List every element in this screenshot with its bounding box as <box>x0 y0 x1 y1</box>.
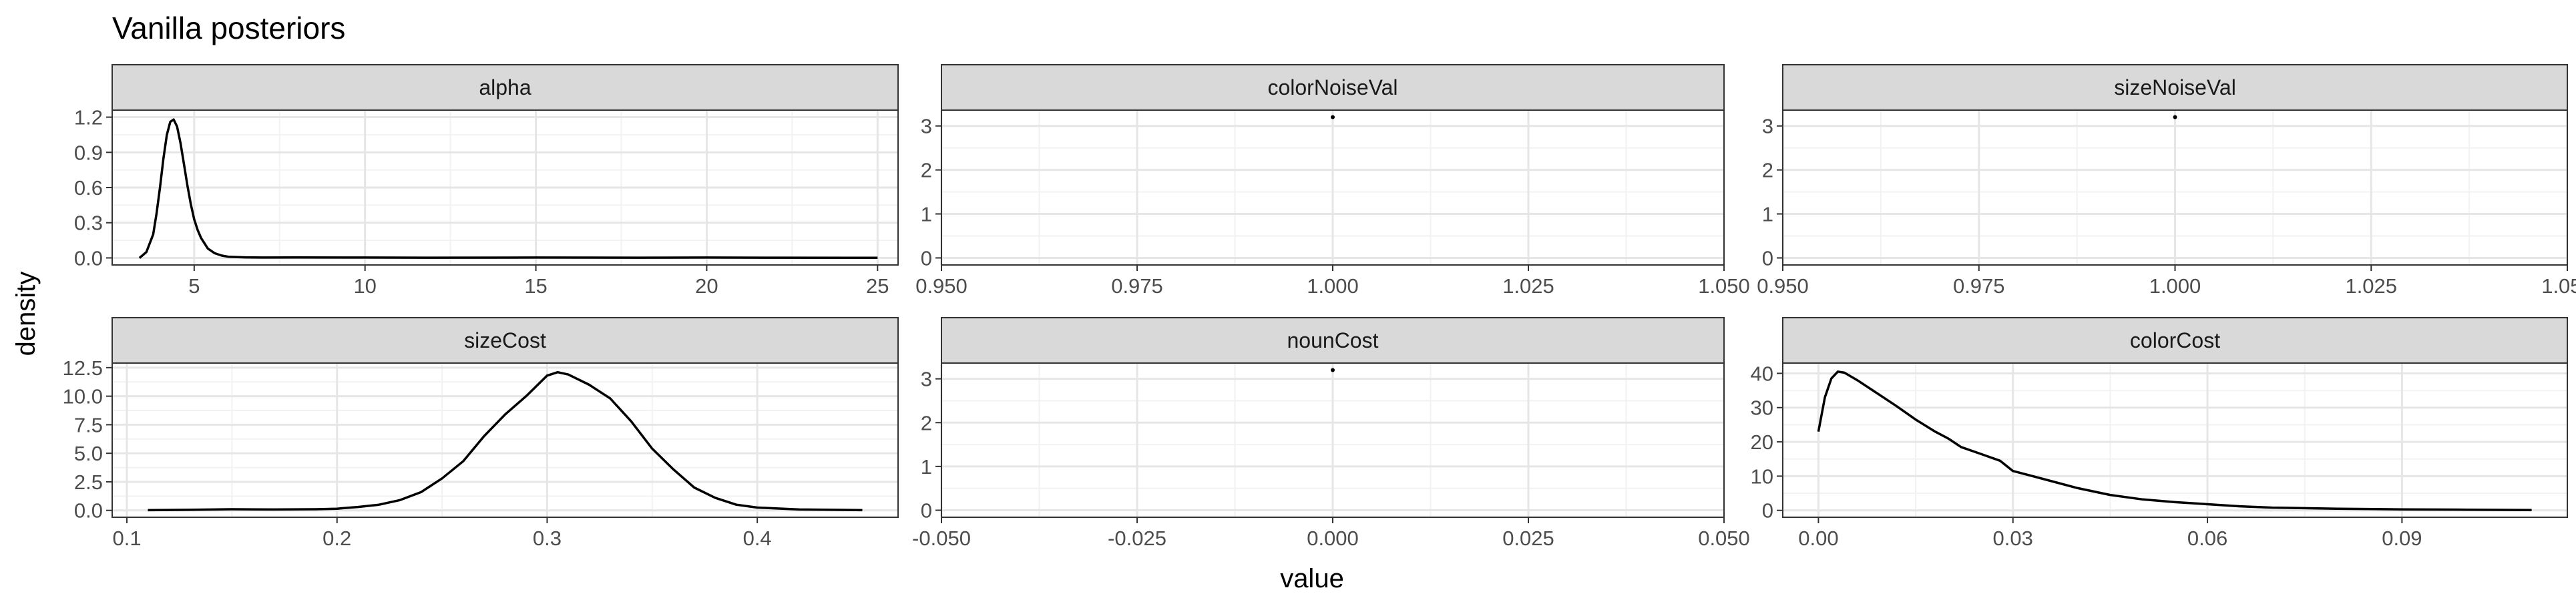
y-tick-label: 1 <box>921 455 932 479</box>
facet-strip <box>112 317 899 364</box>
y-tick-label: 0.6 <box>74 176 103 200</box>
x-tick-label: 0.00 <box>1798 527 1838 550</box>
y-tick-label: 3 <box>1762 115 1773 138</box>
y-tick-label: 30 <box>1751 396 1773 420</box>
density-line <box>138 118 878 260</box>
density-point <box>2173 115 2177 119</box>
x-tick-label: -0.050 <box>912 527 971 550</box>
x-tick-label: 5 <box>188 274 200 298</box>
y-tick-label: 1 <box>921 203 932 226</box>
y-tick-label: 10.0 <box>63 385 103 408</box>
facet-colorCost: colorCost 0.00 0.03 0.06 0.09 0 10 20 30 40 <box>1751 317 2568 550</box>
y-tick-label: 0.3 <box>74 212 103 235</box>
x-tick-label: 1.025 <box>2345 274 2397 298</box>
density-point <box>1331 368 1335 372</box>
facet-nounCost: nounCost -0.050 -0.025 0.000 0.025 0.050 0 1 2 3 <box>912 317 1750 550</box>
x-axis-title: value <box>1280 564 1344 593</box>
y-tick-label: 2 <box>1762 159 1773 182</box>
y-tick-label: 0 <box>921 246 932 270</box>
facet-strip <box>1782 64 2568 111</box>
x-tick-label: 0.3 <box>533 527 562 550</box>
x-tick-label: 0.975 <box>1111 274 1163 298</box>
x-tick-label: 0.2 <box>323 527 351 550</box>
y-tick-label: 1.2 <box>74 106 103 129</box>
facet-alpha: alpha 5 10 15 20 25 0.0 0.3 0.6 0.9 1.2 <box>74 64 899 298</box>
facet-strip <box>1782 317 2568 364</box>
x-tick-label: 20 <box>695 274 718 298</box>
density-line <box>148 370 863 512</box>
x-tick-label: 0.03 <box>1993 527 2033 550</box>
facet-sizeNoiseVal: sizeNoiseVal 0.950 0.975 1.000 1.025 1.050 0 1 2… <box>1757 64 2576 298</box>
x-tick-label: 0.025 <box>1502 527 1554 550</box>
x-tick-label: 0.975 <box>1953 274 2005 298</box>
x-tick-label: 25 <box>866 274 889 298</box>
x-tick-label: 0.950 <box>1757 274 1809 298</box>
x-tick-label: 0.1 <box>112 527 141 550</box>
x-tick-label: 0.09 <box>2382 527 2422 550</box>
density-line <box>1817 370 2532 511</box>
y-tick-label: 2.5 <box>74 471 103 494</box>
y-tick-label: 0.0 <box>74 246 103 270</box>
y-axis-title: density <box>11 272 41 356</box>
facet-strip-label: colorNoiseVal <box>1267 75 1398 99</box>
y-tick-label: 3 <box>921 368 932 391</box>
y-tick-label: 40 <box>1751 362 1773 385</box>
panel-border <box>1782 362 2568 518</box>
density-point <box>1331 115 1335 119</box>
x-tick-label: 0.4 <box>743 527 772 550</box>
y-tick-label: 0.9 <box>74 141 103 164</box>
facet-colorNoiseVal: colorNoiseVal 0.950 0.975 1.000 1.025 1.050 0 1… <box>915 64 1750 298</box>
x-tick-label: 1.050 <box>1698 274 1750 298</box>
x-tick-label: 0.050 <box>1698 527 1750 550</box>
x-tick-label: 10 <box>353 274 376 298</box>
y-tick-label: 3 <box>921 115 932 138</box>
facet-strip-label: sizeCost <box>464 328 546 352</box>
facet-strip-label: sizeNoiseVal <box>2114 75 2236 99</box>
y-tick-label: 0.0 <box>74 499 103 523</box>
facet-strip-label: nounCost <box>1287 328 1379 352</box>
x-tick-label: 0.950 <box>915 274 968 298</box>
x-tick-label: 0.06 <box>2187 527 2227 550</box>
chart-title: Vanilla posteriors <box>112 11 345 45</box>
y-tick-label: 0 <box>1762 499 1773 523</box>
y-tick-label: 20 <box>1751 430 1773 454</box>
facet-strip-label: alpha <box>479 75 531 99</box>
x-tick-label: 0.000 <box>1307 527 1359 550</box>
y-tick-label: 12.5 <box>63 356 103 380</box>
y-tick-label: 1 <box>1762 203 1773 226</box>
y-tick-label: 10 <box>1751 465 1773 488</box>
x-tick-label: 1.000 <box>2149 274 2201 298</box>
x-tick-label: 15 <box>524 274 547 298</box>
facet-strip <box>112 64 899 111</box>
x-tick-label: 1.000 <box>1307 274 1359 298</box>
x-tick-label: 1.025 <box>1502 274 1554 298</box>
x-tick-label: 1.050 <box>2541 274 2576 298</box>
facet-strip-label: colorCost <box>2130 328 2220 352</box>
y-tick-label: 5.0 <box>74 442 103 465</box>
x-tick-label: -0.025 <box>1108 527 1166 550</box>
y-tick-label: 2 <box>921 411 932 434</box>
y-tick-label: 0 <box>1762 246 1773 270</box>
panel-border <box>112 362 899 518</box>
facet-sizeCost: sizeCost 0.1 0.2 0.3 0.4 0.0 2.5 5.0 7.5 10.0 12.5 <box>63 317 899 550</box>
y-tick-label: 2 <box>921 159 932 182</box>
y-tick-label: 0 <box>921 499 932 523</box>
y-tick-label: 7.5 <box>74 413 103 436</box>
